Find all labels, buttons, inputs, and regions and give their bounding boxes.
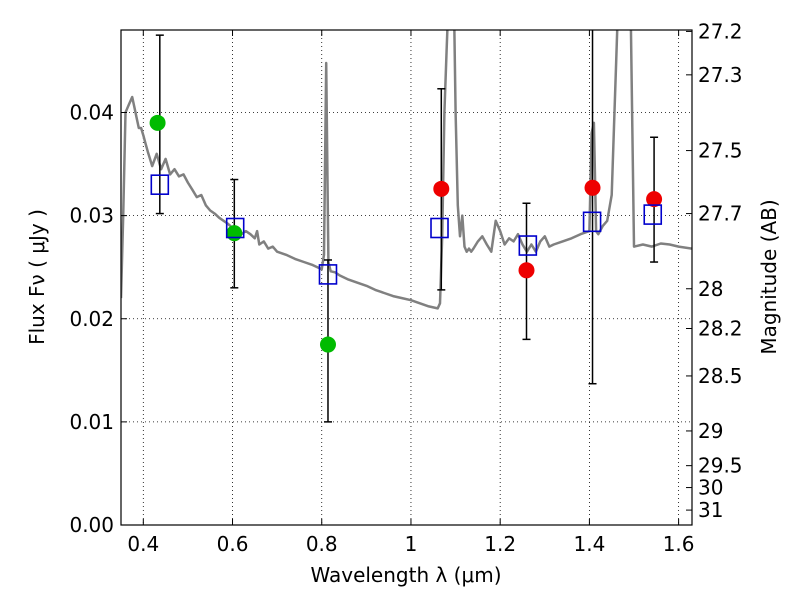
x-tick-label: 1.4 bbox=[573, 532, 605, 556]
observed-point bbox=[518, 262, 535, 279]
observed-point bbox=[319, 336, 336, 353]
model-band-square bbox=[150, 174, 170, 195]
observed-point bbox=[584, 179, 601, 196]
spectrum-line bbox=[121, 30, 692, 310]
x-tick-label: 1.2 bbox=[484, 532, 516, 556]
observed-point bbox=[433, 180, 450, 197]
y-tick-label: 0.02 bbox=[69, 307, 114, 331]
y-tick-label: 0.01 bbox=[69, 410, 114, 434]
magnitude-tick-label: 29.5 bbox=[698, 454, 743, 478]
model-band-square bbox=[582, 211, 602, 233]
magnitude-tick-label: 28.2 bbox=[698, 316, 743, 340]
magnitude-tick-label: 27.3 bbox=[698, 63, 743, 87]
magnitude-tick-label: 27.2 bbox=[698, 19, 743, 43]
model-band-square bbox=[225, 217, 245, 239]
model-spectrum bbox=[121, 30, 692, 310]
x-tick-label: 1 bbox=[405, 532, 418, 556]
data-markers bbox=[149, 114, 663, 353]
magnitude-tick-label: 29 bbox=[698, 419, 723, 443]
y-axis-ticks: 0.00 0.01 0.02 0.03 0.04 bbox=[69, 101, 127, 537]
y-tick-label: 0.04 bbox=[69, 101, 114, 125]
x-tick-label: 0.6 bbox=[217, 532, 249, 556]
model-band-square bbox=[430, 217, 449, 239]
magnitude-tick-label: 31 bbox=[698, 498, 723, 522]
magnitude-tick-label: 30 bbox=[698, 476, 723, 500]
magnitude-tick-label: 28 bbox=[698, 277, 723, 301]
plot-frame bbox=[120, 29, 693, 526]
grid bbox=[121, 30, 692, 526]
model-band-square bbox=[518, 235, 538, 256]
magnitude-tick-label: 27.5 bbox=[698, 139, 743, 163]
y-tick-label: 0.00 bbox=[69, 513, 114, 537]
x-tick-label: 0.8 bbox=[306, 532, 338, 556]
magnitude-tick-label: 27.7 bbox=[698, 202, 743, 226]
x-axis-label: Wavelength λ (μm) bbox=[310, 563, 501, 587]
observed-point bbox=[149, 114, 166, 131]
y-axis-label: Flux Fν ( μJy ) bbox=[25, 209, 49, 345]
y-tick-label: 0.03 bbox=[69, 204, 114, 228]
x-tick-label: 0.4 bbox=[127, 532, 159, 556]
observed-point bbox=[646, 191, 663, 208]
model-band-square bbox=[643, 204, 663, 225]
magnitude-axis-label: Magnitude (AB) bbox=[757, 199, 781, 354]
x-axis-ticks: 0.4 0.6 0.8 1 1.2 1.4 1.6 bbox=[127, 30, 695, 556]
x-tick-label: 1.6 bbox=[663, 532, 695, 556]
model-band-square bbox=[318, 264, 338, 285]
observed-point bbox=[226, 225, 243, 242]
error-bars bbox=[155, 30, 659, 423]
magnitude-tick-label: 28.5 bbox=[698, 364, 743, 388]
